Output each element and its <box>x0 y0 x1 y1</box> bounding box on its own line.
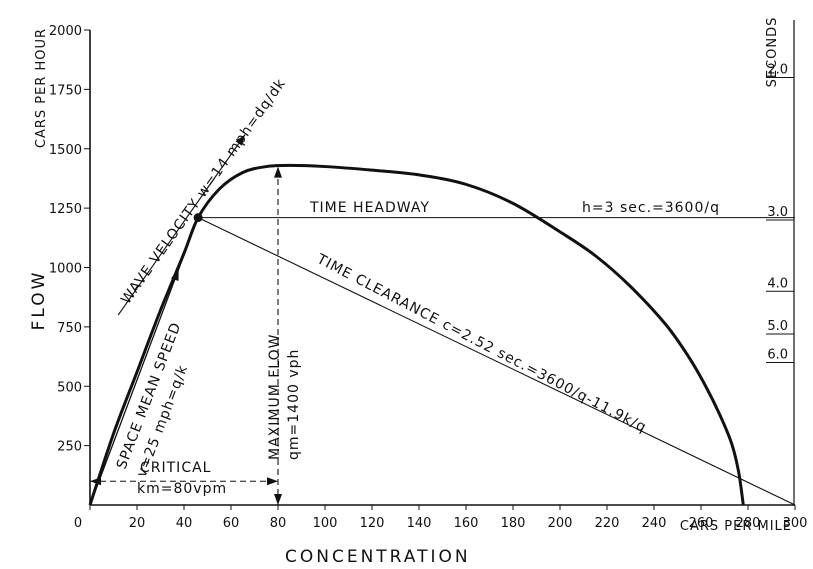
x-axis-unit: CARS PER MILE <box>680 519 792 534</box>
x-tick-label: 0 <box>74 516 82 531</box>
y-axis-unit: CARS PER HOUR <box>34 28 49 148</box>
maximum-flow-arrow-top <box>274 166 282 178</box>
x-tick-label: 220 <box>595 516 620 531</box>
time-headway-formula: h=3 sec.=3600/q <box>582 200 720 216</box>
axis-ticks: 0 20 40 60 80 100 120 140 160 180 200 220 240 260 280 3… <box>49 24 808 531</box>
annotations <box>90 134 282 505</box>
x-tick-label: 20 <box>129 516 146 531</box>
critical-value: km=80vpm <box>137 481 227 497</box>
x-tick-label: 180 <box>501 516 526 531</box>
x-tick-label: 260 <box>689 516 714 531</box>
series-curves <box>88 163 745 506</box>
y-tick-label: 500 <box>57 380 82 395</box>
x-tick-label: 280 <box>736 516 761 531</box>
right-tick-label: 3.0 <box>767 205 788 220</box>
y-tick-label: 750 <box>57 321 82 336</box>
y-tick-label: 1000 <box>49 262 82 277</box>
wave-velocity-arrow <box>235 134 246 146</box>
critical-point-dot <box>193 213 203 223</box>
time-clearance-line <box>197 217 796 506</box>
right-tick-label: 2.0 <box>767 63 788 78</box>
y-tick-label: 1750 <box>49 83 82 98</box>
right-tick-label: 6.0 <box>767 348 788 363</box>
x-tick-label: 40 <box>176 516 193 531</box>
x-tick-label: 300 <box>783 516 808 531</box>
y-tick-label: 250 <box>57 440 82 455</box>
time-headway-label: TIME HEADWAY <box>309 200 430 216</box>
maximum-flow-label: MAXIMUM FLOW <box>267 334 283 460</box>
y-axis-title: FLOW <box>29 270 49 331</box>
x-tick-label: 160 <box>454 516 479 531</box>
right-tick-label: 4.0 <box>767 276 788 291</box>
x-tick-label: 200 <box>548 516 573 531</box>
y-tick-label: 1250 <box>49 202 82 217</box>
wave-velocity-line <box>117 134 246 316</box>
x-tick-label: 120 <box>360 516 385 531</box>
critical-arrow-left <box>90 477 101 486</box>
x-tick-label: 140 <box>407 516 432 531</box>
x-tick-label: 240 <box>642 516 667 531</box>
critical-arrow-right <box>267 477 278 486</box>
maximum-flow-value: qm=1400 vph <box>286 349 302 460</box>
x-tick-label: 100 <box>313 516 338 531</box>
wave-velocity-label: WAVE VELOCITY w=14 mph=dq/dk <box>118 76 289 308</box>
right-axis-label: SECONDS <box>765 17 780 88</box>
x-axis-title: CONCENTRATION <box>285 547 471 567</box>
axes <box>89 20 795 506</box>
y-tick-label: 1500 <box>49 143 82 158</box>
flow-concentration-curve <box>88 163 745 506</box>
space-mean-speed-arrow <box>171 269 179 282</box>
time-clearance-label: TIME CLEARANCE c=2.52 sec.=3600/q-11.9k/… <box>313 251 649 436</box>
right-tick-label: 5.0 <box>767 319 788 334</box>
maximum-flow-arrow-bottom <box>274 494 282 505</box>
critical-label: CRITICAL <box>140 460 211 476</box>
x-tick-label: 80 <box>270 516 287 531</box>
x-tick-label: 60 <box>223 516 240 531</box>
y-tick-label: 2000 <box>49 24 82 39</box>
